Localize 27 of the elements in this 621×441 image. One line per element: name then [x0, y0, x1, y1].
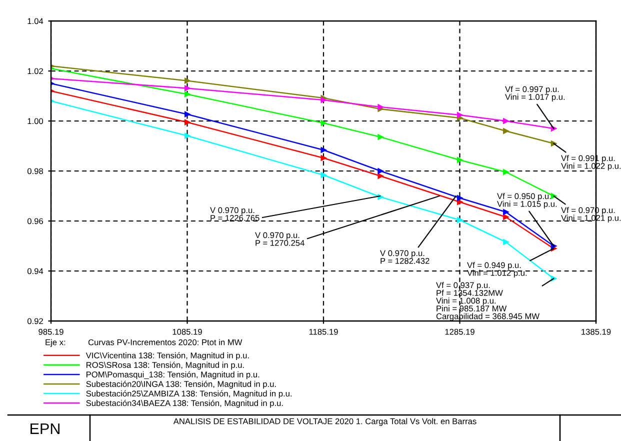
text: ANALISIS DE ESTABILIDAD DE VOLTAJE 2020 1. Carga Total Vs Volt. en Barras [173, 418, 476, 426]
annotation: Vf = 0.997 p.u. Vini = 1.017 p.u. [505, 86, 565, 102]
y-tick-label: 0.92 [27, 318, 43, 324]
legend-label: VIC\Vicentina 138: Tensión, Magnitud in p.u. [86, 352, 249, 360]
annotation: Vf = 0.950 p.u. Vini = 1.015 p.u. [497, 193, 557, 209]
legend-label: Subestación20\INGA 138: Tensión, Magnitud in p.u. [86, 380, 276, 389]
annotation: Vf = 0.937 p.u. Pf = 1354.132MW Vini = 1.008 p.u. Pini = 985.187 MW Cargabilidad = 368.945 MW [436, 282, 540, 321]
legend-label: ROS\SRosa 138: Tensión, Magnitud in p.u. [86, 362, 244, 370]
y-tick-label: 1.02 [28, 68, 43, 74]
x-tick-label: 1185.19 [309, 328, 338, 335]
text: EPN [30, 423, 60, 434]
legend-label: POM\Pomasqui_138: Tensión, Magnitud in p.u. [86, 371, 260, 380]
legend-label: Subestación25\ZAMBIZA 138: Tensión, Magnitud in p.u. [86, 390, 292, 398]
x-tick-label: 1385.19 [582, 328, 611, 335]
y-tick-label: 0.98 [27, 168, 43, 174]
y-tick-label: 1.04 [28, 18, 44, 24]
legend-label: Subestación34\BAEZA 138: Tensión, Magnitud in p.u. [86, 400, 283, 408]
annotation: V 0.970 p.u. P = 1270.254 [255, 232, 304, 246]
x-tick-label: 1285.19 [445, 328, 474, 335]
text: Eje x: [46, 339, 66, 347]
annotation: V 0.970 p.u. P = 1282.432 [380, 250, 430, 264]
x-tick-label: 985.19 [38, 328, 64, 335]
y-tick-label: 0.94 [27, 268, 44, 274]
y-tick-label: 0.96 [27, 218, 43, 224]
x-axis-title: Curvas PV-Incrementos 2020: Ptot in MW [88, 339, 242, 346]
y-tick-label: 1.00 [28, 118, 44, 124]
x-tick-label: 1085.19 [172, 328, 202, 335]
